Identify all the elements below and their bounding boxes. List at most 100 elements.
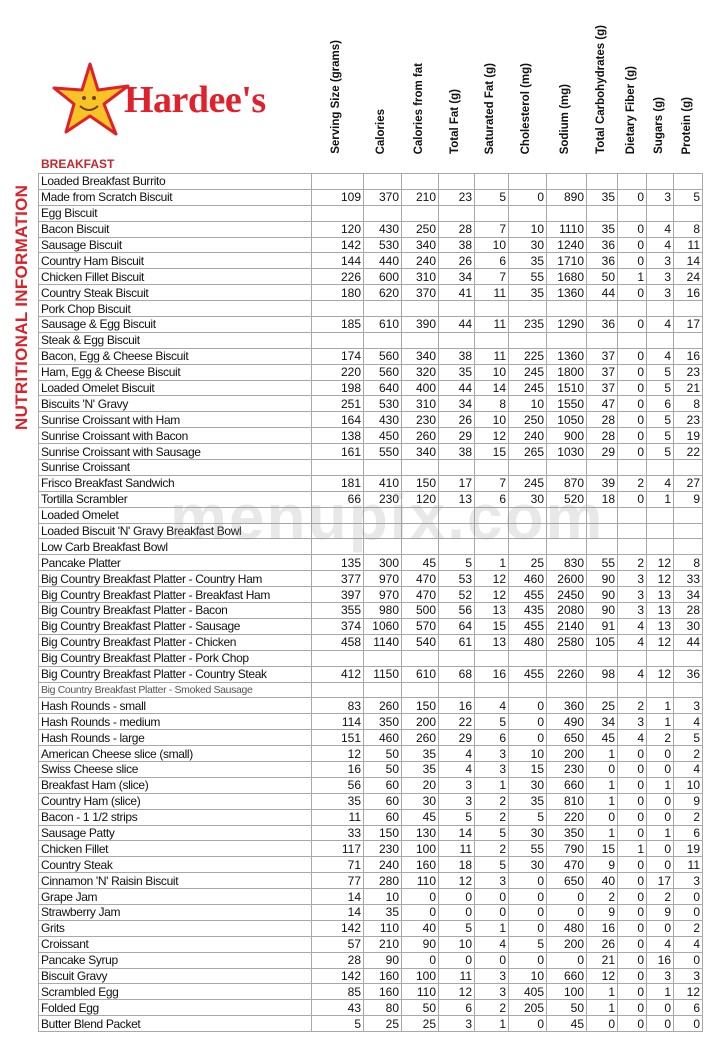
value-cell [617,173,647,190]
value-cell: 150 [401,474,439,492]
value-cell: 34 [673,586,703,604]
column-header: Calories from fat [400,0,437,154]
value-cell [363,506,402,524]
value-cell: 0 [508,1015,547,1033]
value-cell: 23 [673,411,703,429]
value-cell [401,506,439,524]
item-name: Frisco Breakfast Sandwich [38,474,312,492]
table-row: Country Ham Biscuit 144 440 240 26 6 35 1710 36 0… [38,252,703,270]
value-cell: 71 [311,856,364,874]
value-cell: 105 [586,633,618,651]
value-cell: 36 [586,252,618,270]
value-cell: 450 [363,427,402,445]
value-cell: 44 [673,633,703,651]
item-name: Sunrise Croissant with Ham [38,411,312,429]
value-cell: 80 [363,999,402,1017]
value-cell: 45 [546,1015,587,1033]
value-cell: 4 [673,713,703,731]
table-row: Ham, Egg & Cheese Biscuit 220 560 320 35 10 24… [38,363,703,381]
value-cell: 0 [401,903,439,921]
value-cell: 21 [673,379,703,397]
value-cell: 13 [474,633,509,651]
brand-name: Hardee's [124,79,266,121]
value-cell: 225 [508,347,547,365]
value-cell [646,204,674,222]
value-cell: 0 [617,792,647,810]
item-name: Big Country Breakfast Platter - Sausage [38,617,312,635]
value-cell: 470 [401,570,439,588]
value-cell [438,649,475,667]
value-cell [646,331,674,349]
value-cell: 0 [617,411,647,429]
value-cell: 0 [673,1015,703,1033]
value-cell: 8 [673,395,703,413]
value-cell [586,204,618,222]
value-cell: 90 [363,951,402,969]
item-name: Big Country Breakfast Platter - Country … [38,570,312,588]
value-cell: 5 [438,554,475,572]
column-header-label: Protein (g) [680,96,693,155]
value-cell [438,522,475,540]
value-cell: 1510 [546,379,587,397]
value-cell: 64 [438,617,475,635]
value-cell: 0 [617,760,647,778]
column-header: Calories [362,0,400,154]
value-cell [546,331,587,349]
value-cell [363,538,402,556]
value-cell: 0 [617,824,647,842]
value-cell: 4 [673,760,703,778]
value-cell [546,681,587,699]
item-name: Chicken Fillet [38,840,312,858]
value-cell: 0 [617,363,647,381]
item-name: Strawberry Jam [38,903,312,921]
item-name: Loaded Omelet Biscuit [38,379,312,397]
value-cell: 16 [311,760,364,778]
value-cell: 50 [586,268,618,286]
value-cell: 35 [363,903,402,921]
value-cell [508,300,547,318]
value-cell: 12 [438,983,475,1001]
value-cell: 245 [508,363,547,381]
value-cell [363,173,402,190]
value-cell: 0 [646,999,674,1017]
value-cell: 3 [474,760,509,778]
value-cell: 250 [401,220,439,238]
value-cell [363,681,402,699]
value-cell: 25 [586,697,618,715]
value-cell: 0 [673,951,703,969]
item-name: Biscuit Gravy [38,967,312,985]
value-cell [363,204,402,222]
value-cell: 374 [311,617,364,635]
table-row: Big Country Breakfast Platter - Breakfas… [38,586,703,604]
value-cell: 90 [401,935,439,953]
side-title: NUTRITIONAL INFORMATION [12,184,31,430]
value-cell: 1 [646,713,674,731]
value-cell: 1 [646,697,674,715]
value-cell: 10 [438,935,475,953]
value-cell: 120 [311,220,364,238]
value-cell [646,522,674,540]
value-cell: 3 [646,284,674,302]
value-cell: 251 [311,395,364,413]
column-header-label: Calories from fat [412,62,425,154]
value-cell: 45 [401,554,439,572]
value-cell [586,681,618,699]
value-cell: 435 [508,602,547,619]
value-cell: 0 [474,903,509,921]
value-cell: 120 [401,490,439,508]
value-cell: 34 [438,395,475,413]
value-cell: 412 [311,665,364,683]
item-name: Swiss Cheese slice [38,760,312,778]
value-cell: 10 [508,395,547,413]
table-row: Country Steak 71 240 160 18 5 30 470 9 0 0 11 [38,856,703,874]
value-cell: 610 [363,316,402,333]
table-row: Big Country Breakfast Platter - Chicken 4… [38,633,703,651]
value-cell: 26 [438,252,475,270]
value-cell [508,649,547,667]
value-cell: 4 [438,745,475,762]
value-cell: 0 [546,903,587,921]
value-cell [546,173,587,190]
value-cell: 370 [401,284,439,302]
table-row: Chicken Fillet Biscuit 226 600 310 34 7 55 1680… [38,268,703,286]
value-cell [474,681,509,699]
